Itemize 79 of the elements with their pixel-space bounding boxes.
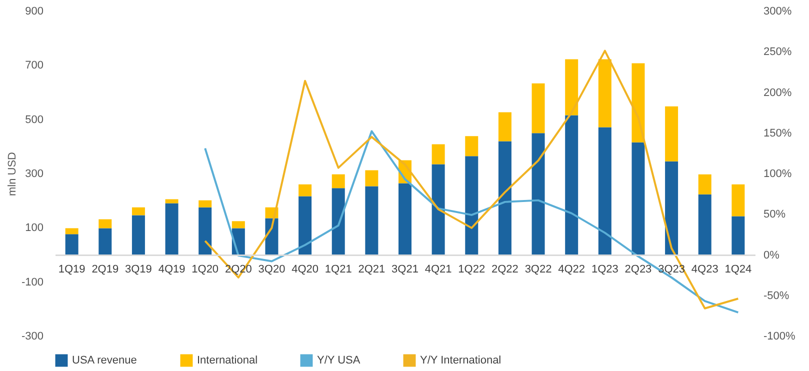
- x-tick-label: 4Q20: [292, 263, 319, 276]
- y2-tick-label: 100%: [764, 168, 792, 180]
- bar: [665, 106, 678, 162]
- y2-tick-label: -50%: [764, 290, 790, 302]
- bar: [698, 194, 712, 255]
- x-tick-label: 4Q19: [158, 263, 186, 276]
- y2-tick-label: 300%: [764, 6, 792, 18]
- x-tick-label: 1Q22: [458, 263, 486, 276]
- bar: [665, 161, 678, 255]
- bar: [565, 115, 578, 255]
- bar: [465, 156, 478, 255]
- bar: [298, 184, 312, 196]
- y2-tick-label: 150%: [764, 127, 792, 140]
- y-tick-label: 700: [25, 60, 44, 72]
- bar: [732, 216, 745, 255]
- bar: [398, 183, 412, 255]
- bar: [298, 196, 312, 255]
- bar: [132, 215, 145, 255]
- bar: [332, 188, 345, 255]
- x-tick-label: 1Q23: [591, 263, 618, 276]
- bar: [598, 127, 612, 255]
- bar: [198, 200, 212, 208]
- bar: [465, 136, 478, 156]
- bar: [98, 228, 112, 255]
- x-tick-label: 3Q20: [258, 263, 286, 276]
- bar: [432, 144, 445, 164]
- legend-label: International: [197, 354, 258, 367]
- bar: [432, 164, 445, 255]
- y-tick-label: 300: [25, 168, 44, 180]
- y-tick-label: -300: [21, 330, 44, 342]
- bar: [198, 207, 212, 255]
- bar: [632, 63, 645, 142]
- x-tick-label: 2Q21: [358, 263, 386, 276]
- x-tick-label: 2Q19: [92, 263, 119, 276]
- x-tick-label: 4Q22: [558, 263, 586, 276]
- bar: [165, 203, 178, 255]
- x-tick-label: 3Q21: [392, 263, 418, 276]
- bar: [232, 221, 245, 228]
- y2-tick-label: 0%: [764, 249, 780, 262]
- legend-label: Y/Y USA: [317, 354, 361, 367]
- y-tick-label: 100: [25, 222, 44, 234]
- x-tick-label: 1Q24: [724, 263, 752, 276]
- bar: [732, 184, 745, 216]
- y-axis-title: mln USD: [6, 152, 18, 196]
- legend-label: USA revenue: [72, 354, 137, 367]
- x-tick-label: 2Q23: [624, 263, 652, 276]
- bar: [698, 174, 712, 194]
- y2-tick-label: -100%: [764, 330, 796, 342]
- x-tick-label: 2Q22: [491, 263, 518, 276]
- x-tick-label: 4Q23: [691, 263, 718, 276]
- bar: [598, 59, 612, 128]
- x-tick-label: 4Q21: [424, 263, 452, 276]
- x-tick-label: 1Q20: [192, 263, 219, 276]
- bar: [332, 174, 345, 188]
- y-tick-label: -100: [21, 276, 44, 288]
- bar: [165, 199, 178, 204]
- bar: [632, 142, 645, 255]
- bar: [498, 141, 512, 255]
- bar: [65, 228, 78, 234]
- bar: [532, 83, 545, 134]
- bar: [132, 207, 145, 216]
- y2-tick-label: 250%: [764, 46, 792, 58]
- x-tick-label: 3Q19: [125, 263, 152, 276]
- x-tick-label: 1Q21: [324, 263, 352, 276]
- y-tick-label: 500: [25, 114, 44, 126]
- bar: [565, 59, 578, 116]
- bar: [532, 133, 545, 255]
- x-tick-label: 1Q19: [58, 263, 86, 276]
- bar: [365, 186, 378, 255]
- bar: [365, 170, 378, 186]
- y2-tick-label: 200%: [764, 86, 792, 99]
- y2-tick-label: 50%: [764, 208, 786, 221]
- bar: [265, 218, 278, 255]
- x-tick-label: 3Q22: [524, 263, 552, 276]
- bar: [498, 112, 512, 142]
- bar: [65, 234, 78, 255]
- bar: [98, 219, 112, 228]
- y-tick-label: 900: [25, 6, 44, 18]
- legend-label: Y/Y International: [420, 354, 502, 367]
